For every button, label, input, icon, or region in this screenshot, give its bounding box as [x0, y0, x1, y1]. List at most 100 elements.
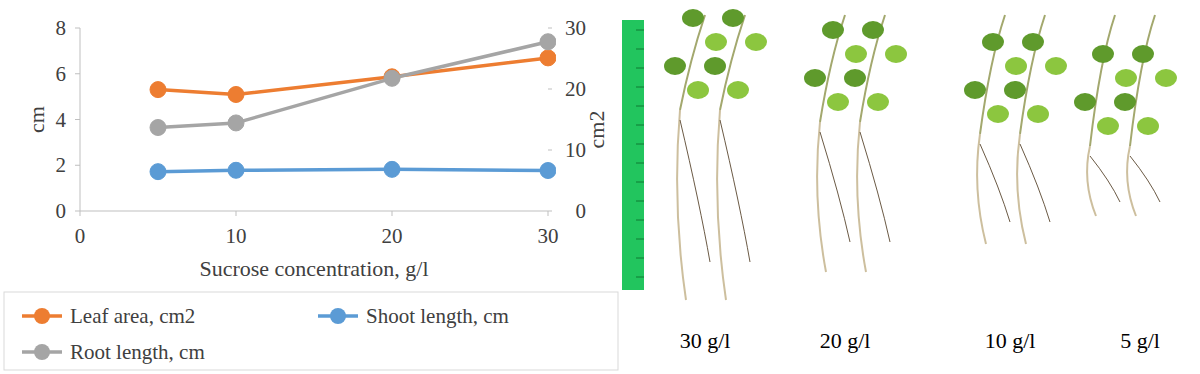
photo-background [622, 0, 1200, 300]
y-tick [75, 211, 80, 212]
y2-tick-label: 20 [565, 77, 586, 101]
y2-tick [548, 89, 552, 90]
x-tick [236, 211, 237, 216]
x-tick [548, 211, 549, 216]
series-marker [384, 161, 400, 177]
leaf [827, 93, 849, 111]
x-axis-title: Sucrose concentration, g/l [199, 256, 428, 281]
leaf [844, 69, 866, 87]
leaf [1115, 69, 1137, 87]
leaf [1114, 93, 1136, 111]
leaf [1097, 117, 1119, 135]
ruler-tick [636, 106, 644, 107]
leaf [885, 45, 907, 63]
leaf [1005, 57, 1027, 75]
series-marker [228, 115, 244, 131]
photo-panel [622, 0, 1200, 300]
y-tick [75, 28, 80, 29]
y-tick-label: 0 [56, 199, 67, 223]
leaf [1155, 69, 1177, 87]
leaf [705, 33, 727, 51]
root [857, 122, 866, 272]
y2-tick [548, 28, 552, 29]
ruler-tick [636, 125, 644, 126]
root [817, 122, 826, 272]
root [1020, 144, 1050, 222]
root [820, 132, 850, 242]
y-tick-label: 6 [56, 62, 67, 86]
series-marker [150, 164, 166, 180]
series-marker [540, 50, 556, 66]
leaf [822, 21, 844, 39]
legend-marker [34, 308, 50, 324]
y-tick [75, 165, 80, 166]
x-tick-label: 0 [75, 224, 86, 248]
series-marker [540, 34, 556, 50]
leaf [745, 33, 767, 51]
photo-label: 30 g/l [680, 328, 731, 353]
y2-tick [548, 150, 552, 151]
leaf [1045, 57, 1067, 75]
root [680, 120, 710, 262]
series-marker [228, 162, 244, 178]
photo-label: 5 g/l [1120, 328, 1160, 353]
leaf [682, 9, 704, 27]
root [720, 120, 750, 262]
series-marker [228, 86, 244, 102]
ruler-tick [636, 30, 644, 31]
leaf [862, 21, 884, 39]
series-marker [384, 70, 400, 86]
plot-marks [150, 34, 556, 180]
y-tick [75, 73, 80, 74]
ruler-tick [636, 182, 644, 183]
legend-box [4, 292, 618, 370]
leaf [704, 57, 726, 75]
leaf [1027, 105, 1049, 123]
leaf [845, 45, 867, 63]
y2-tick [548, 211, 552, 212]
x-tick-label: 30 [538, 224, 559, 248]
y-tick-label: 8 [56, 16, 67, 40]
root [1017, 134, 1026, 244]
y-tick-label: 2 [56, 153, 67, 177]
root [1130, 156, 1160, 202]
leaf [982, 33, 1004, 51]
ruler-tick [636, 87, 644, 88]
leaf [727, 81, 749, 99]
root [1087, 146, 1096, 216]
ruler-tick [636, 144, 644, 145]
leaf [964, 81, 986, 99]
legend-marker [330, 308, 346, 324]
leaf [722, 9, 744, 27]
leaf [1022, 33, 1044, 51]
ruler-tick [636, 49, 644, 50]
x-tick [80, 211, 81, 216]
y-tick-label: 4 [56, 108, 67, 132]
leaf [1092, 45, 1114, 63]
root [860, 132, 890, 242]
leaf [1004, 81, 1026, 99]
root [1127, 146, 1136, 216]
series-line [158, 42, 548, 128]
figure: 0246801020300102030Sucrose concentration… [0, 0, 1200, 374]
legend-label: Root length, cm [70, 340, 205, 364]
y2-tick-label: 30 [565, 16, 586, 40]
leaf [987, 105, 1009, 123]
leaf [687, 81, 709, 99]
ruler-tick [636, 277, 644, 278]
photo-label: 10 g/l [985, 328, 1036, 353]
leaf [1137, 117, 1159, 135]
ruler-tick [636, 239, 644, 240]
ruler-tick [636, 220, 644, 221]
y-axis-title: cm [24, 106, 49, 133]
series-marker [150, 120, 166, 136]
root [977, 134, 986, 244]
x-tick-label: 10 [226, 224, 247, 248]
legend-label: Shoot length, cm [366, 304, 509, 328]
legend-label: Leaf area, cm2 [70, 304, 195, 328]
series-line [158, 169, 548, 171]
root [1090, 156, 1120, 202]
leaf [804, 69, 826, 87]
photo-label: 20 g/l [820, 328, 871, 353]
ruler-tick [636, 68, 644, 69]
